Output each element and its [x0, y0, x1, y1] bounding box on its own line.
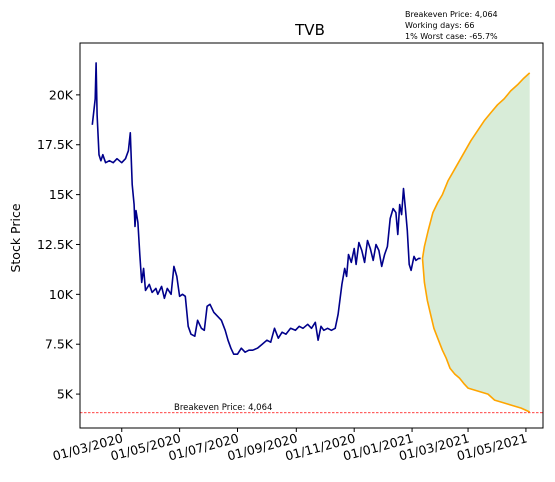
y-axis: 5K 7.5K 10K 12.5K 15K 17.5K 20K	[37, 87, 80, 402]
annotation-working-days: Working days: 66	[405, 21, 474, 30]
y-tick-label: 17.5K	[37, 137, 74, 152]
series-line-forecast-upper	[421, 72, 531, 259]
annotation-worst-case: 1% Worst case: -65.7%	[405, 32, 498, 41]
axes-frame	[79, 42, 544, 429]
y-tick-label: 15K	[49, 187, 74, 202]
annotation-breakeven-price: Breakeven Price: 4,064	[405, 10, 498, 19]
series-line-historical	[91, 62, 421, 356]
forecast-band	[422, 72, 530, 413]
y-tick-label: 7.5K	[45, 337, 74, 352]
chart-title: TVB	[294, 21, 325, 39]
series-line-forecast-lower	[421, 258, 531, 413]
x-axis: 01/03/202001/05/202001/07/202001/09/2020…	[51, 428, 529, 464]
y-axis-label: Stock Price	[8, 203, 23, 272]
breakeven-label: Breakeven Price: 4,064	[174, 403, 272, 413]
y-tick-label: 10K	[49, 287, 74, 302]
y-tick-label: 5K	[57, 387, 74, 402]
y-tick-label: 12.5K	[37, 237, 74, 252]
plot-area: Breakeven Price: 4,064	[80, 62, 543, 414]
y-tick-label: 20K	[49, 87, 74, 102]
